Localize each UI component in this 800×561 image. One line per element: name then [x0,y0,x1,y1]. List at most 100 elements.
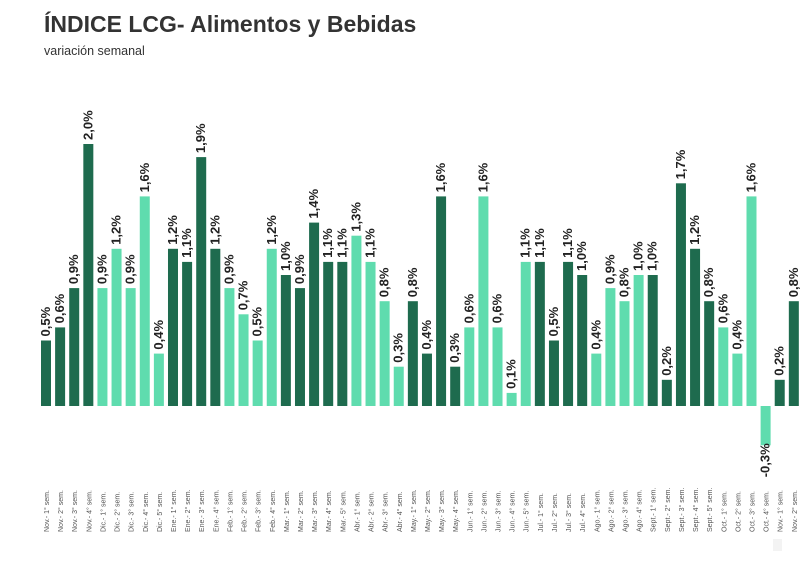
value-label-9: 0,4% [151,320,166,350]
bar-30-may-4-sem [450,366,461,406]
bar-31-jun-1-sem [464,327,475,406]
value-label-17: 1,2% [264,215,279,245]
x-tick-label-31: Jun.- 1° sem. [466,491,474,532]
value-label-20: 1,4% [306,189,321,219]
bar-41-ago-2-sem [605,288,616,406]
value-label-54: 0,8% [786,267,800,297]
value-label-37: 0,5% [546,306,561,336]
x-tick-label-46: Sept.- 3° sem. [678,488,686,532]
x-tick-label-20: Mar.- 3° sem. [311,490,319,532]
x-tick-label-5: Dic.- 1° sem. [99,492,107,532]
bar-5-dic-1-sem [97,288,108,406]
x-tick-label-22: Mar.- 5° sem. [339,490,347,532]
x-tick-label-43: Ago.- 4° sem. [636,489,644,532]
bar-44-sept-1-sem [647,275,658,406]
value-label-49: 0,6% [715,293,730,323]
bar-4-nov-4-sem [83,144,94,406]
x-tick-label-29: May.- 3° sem. [438,489,446,532]
x-tick-label-48: Sept.- 5° sem. [706,488,714,532]
bar-35-jun-5-sem [520,261,531,406]
value-label-46: 1,7% [673,149,688,179]
x-tick-label-17: Feb.- 4° sem. [269,490,277,532]
value-label-38: 1,1% [560,228,575,258]
value-label-5: 0,9% [94,254,109,284]
x-tick-label-24: Abr.- 2° sem. [368,491,376,532]
x-tick-label-40: Ago.- 1° sem. [593,489,601,532]
x-tick-label-18: Mar.- 1° sem. [283,490,291,532]
x-tick-label-8: Dic.- 4° sem. [142,492,150,532]
value-label-33: 0,6% [490,293,505,323]
bar-54-nov-2-sem [788,301,799,406]
x-tick-label-44: Sept.- 1° sem. [650,488,658,532]
value-label-47: 1,2% [687,215,702,245]
bar-48-sept-5-sem [704,301,715,406]
bar-16-feb-3-sem [252,340,263,406]
x-tick-label-16: Feb.- 3° sem. [255,490,263,532]
bar-53-nov-1-sem [774,379,785,406]
value-label-24: 1,1% [363,228,378,258]
bar-49-oct-1-sem [718,327,729,406]
value-label-34: 0,1% [504,359,519,389]
value-label-14: 0,9% [221,254,236,284]
x-tick-label-26: Abr.- 4° sem. [396,491,404,532]
bar-32-jun-2-sem [478,196,489,406]
value-label-36: 1,1% [532,228,547,258]
bar-14-feb-1-sem [224,288,235,406]
bar-33-jun-3-sem [492,327,503,406]
bar-8-dic-4-sem [139,196,150,406]
x-tick-label-49: Oct.- 1° sem. [720,491,728,532]
bar-45-sept-2-sem [661,379,672,406]
value-label-44: 1,0% [645,241,660,271]
bar-43-ago-4-sem [633,275,644,406]
value-label-29: 1,6% [433,162,448,192]
value-label-51: 1,6% [744,162,759,192]
corner-decoration [773,539,782,551]
bars-group [41,144,799,446]
value-label-25: 0,8% [377,267,392,297]
value-label-15: 0,7% [236,280,251,310]
bar-42-ago-3-sem [619,301,630,406]
value-label-28: 0,4% [419,320,434,350]
value-label-19: 0,9% [292,254,307,284]
value-label-50: 0,4% [729,320,744,350]
x-tick-label-19: Mar.- 2° sem. [297,490,305,532]
bar-26-abr-4-sem [393,366,404,406]
value-labels-group: 0,5% 0,6% 0,9% 2,0% 0,9% 1,2% 0,9% 1,6% 0,4% 1,2%… [38,110,800,477]
x-tick-labels-group: Nov.- 1° sem. Nov.- 2° sem. Nov.- 3° sem. N… [43,488,799,532]
value-label-52: -0,3% [758,443,773,477]
x-tick-label-52: Oct.- 4° sem. [763,491,771,532]
x-tick-label-32: Jun.- 2° sem. [480,491,488,532]
bar-50-oct-2-sem [732,353,743,406]
bar-20-mar-3-sem [309,222,320,406]
bar-12-ene-3-sem [196,157,207,406]
bar-3-nov-3-sem [69,288,80,406]
x-tick-label-38: Jul.- 3° sem. [565,493,573,532]
x-tick-label-36: Jul.- 1° sem. [537,493,545,532]
bar-21-mar-4-sem [323,261,334,406]
bar-39-jul-4-sem [577,275,588,406]
x-tick-label-51: Oct.- 3° sem. [749,491,757,532]
value-label-42: 0,8% [617,267,632,297]
value-label-30: 0,3% [447,333,462,363]
value-label-32: 1,6% [475,162,490,192]
bar-9-dic-5-sem [153,353,164,406]
value-label-3: 0,9% [66,254,81,284]
x-tick-label-45: Sept.- 2° sem. [664,488,672,532]
x-tick-label-41: Ago.- 2° sem. [607,489,615,532]
bar-47-sept-4-sem [690,248,701,406]
bar-34-jun-4-sem [506,392,517,406]
value-label-8: 1,6% [137,162,152,192]
chart-subtitle: variación semanal [44,44,145,58]
value-label-41: 0,9% [602,254,617,284]
value-label-10: 1,2% [165,215,180,245]
x-tick-label-23: Abr.- 1° sem. [353,491,361,532]
x-tick-label-1: Nov.- 1° sem. [43,490,51,532]
value-label-53: 0,2% [772,346,787,376]
value-label-43: 1,0% [631,241,646,271]
x-tick-label-28: May.- 2° sem. [424,489,432,532]
bar-52-oct-4-sem [760,406,771,446]
bar-10-ene-1-sem [167,248,178,406]
value-label-4: 2,0% [80,110,95,140]
bar-23-abr-1-sem [351,235,362,406]
